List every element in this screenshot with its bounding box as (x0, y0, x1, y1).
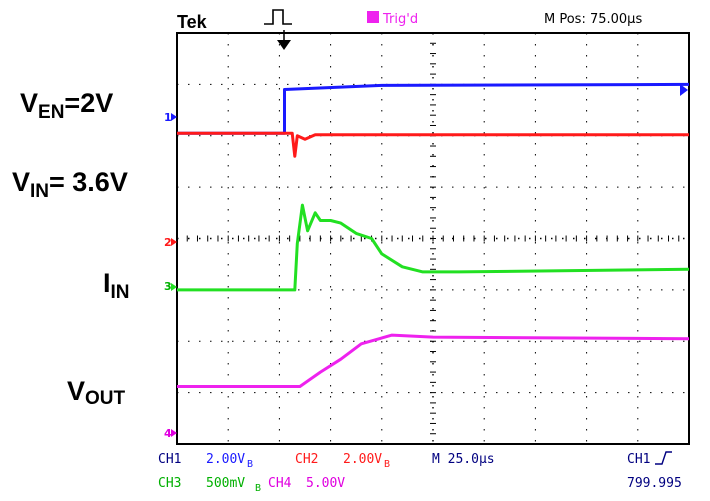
label-iin: IIN (103, 268, 130, 303)
trigger-pulse-icon (264, 9, 292, 25)
svg-text:2: 2 (164, 236, 172, 249)
svg-text:3: 3 (164, 280, 172, 293)
ch2-scale: 2.00V (343, 452, 382, 467)
ch2-marker: 2 (164, 236, 177, 249)
svg-text:4: 4 (164, 427, 172, 440)
waveform-traces (177, 82, 690, 388)
trigger-source: CH1 (627, 452, 650, 467)
ch1-marker: 1 (164, 111, 177, 124)
ch4-marker: 4 (164, 427, 177, 440)
svg-text:1: 1 (164, 111, 172, 124)
label-ven: VEN=2V (20, 88, 113, 123)
ch2-label: CH2 (295, 452, 318, 467)
trigger-level-marker (680, 84, 688, 96)
ch3-label: CH3 (158, 476, 181, 491)
svg-text:VOUT: VOUT (67, 376, 126, 409)
ch3-scale: 500mV (206, 476, 245, 491)
trace-ch3 (177, 203, 690, 292)
trace-ch2 (177, 131, 689, 158)
ch4-scale: 5.00V (306, 476, 345, 491)
m-position: M Pos: 75.00µs (544, 12, 642, 27)
svg-text:VIN= 3.6V: VIN= 3.6V (12, 167, 128, 202)
ch1-bw: B (247, 459, 253, 470)
trigger-status-icon (367, 11, 379, 23)
ch3-bw: B (255, 483, 261, 494)
label-vout: VOUT (67, 376, 126, 409)
timebase: M 25.0µs (432, 452, 495, 467)
ch3-marker: 3 (164, 280, 177, 293)
trigger-slope-icon (655, 451, 672, 465)
ch1-label: CH1 (158, 452, 181, 467)
svg-text:VEN=2V: VEN=2V (20, 88, 113, 123)
trigger-level: 799.995 (627, 476, 682, 491)
footer-status: CH1 2.00V B CH2 2.00V B M 25.0µs CH1 CH3… (158, 451, 682, 494)
ch1-scale: 2.00V (206, 452, 245, 467)
brand-label: Tek (177, 12, 208, 32)
svg-text:IIN: IIN (103, 268, 130, 303)
ch4-label: CH4 (268, 476, 292, 491)
trigger-status: Trig'd (382, 12, 418, 27)
trace-ch4 (177, 333, 690, 388)
graticule-grid (176, 32, 690, 445)
label-vin: VIN= 3.6V (12, 167, 128, 202)
ch2-bw: B (384, 459, 390, 470)
